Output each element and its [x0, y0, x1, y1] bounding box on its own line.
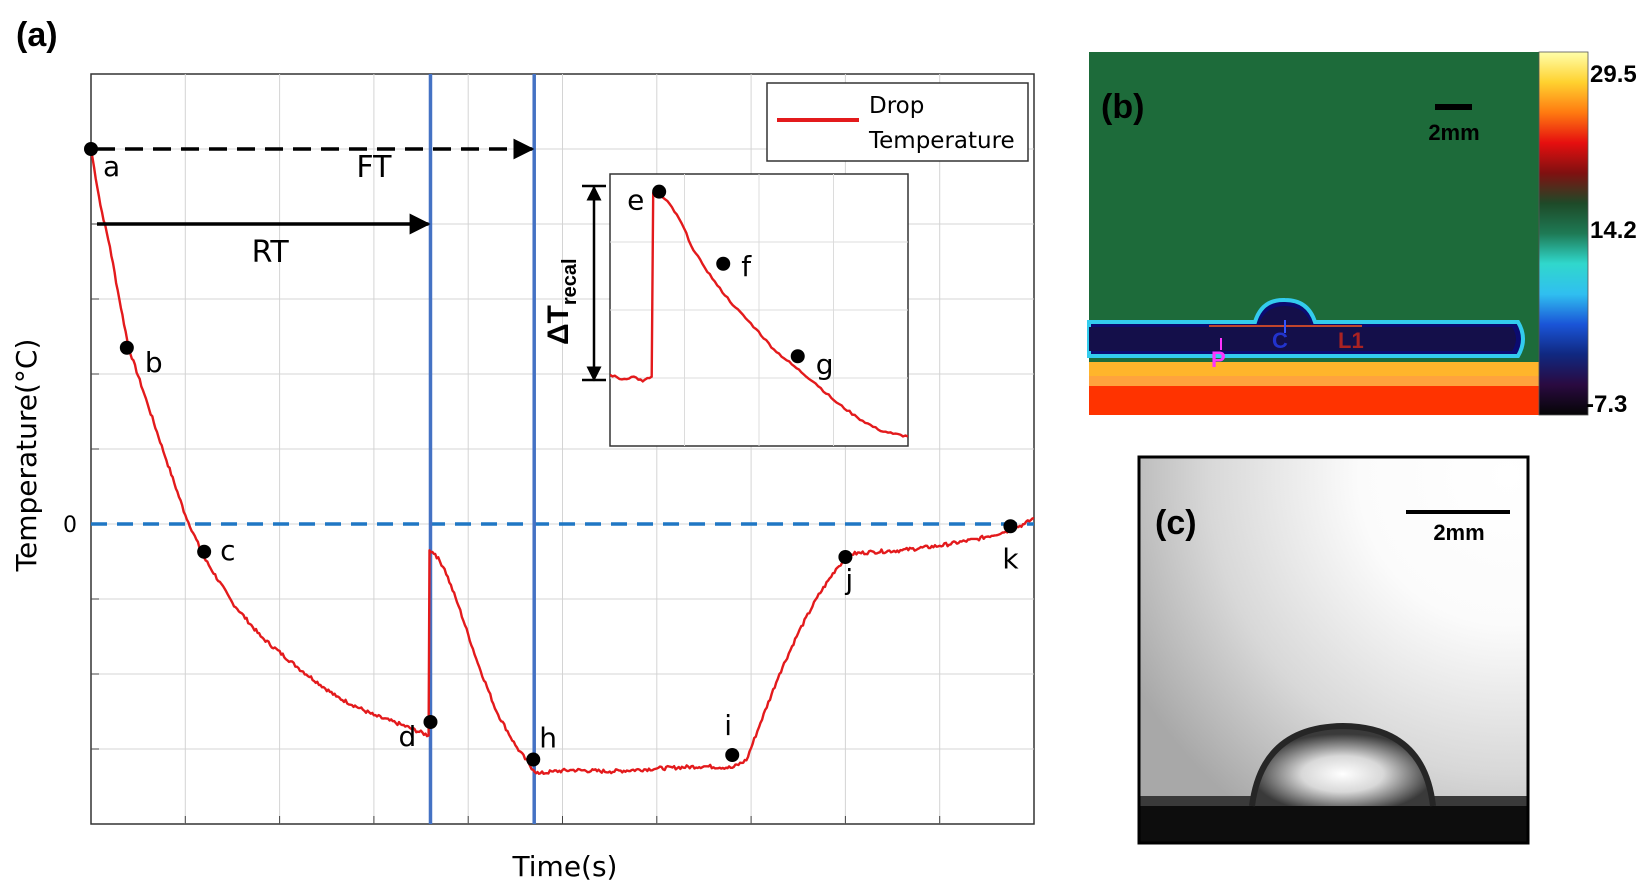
legend: Drop Temperature: [766, 82, 1029, 162]
data-point-d: [423, 715, 438, 729]
colorbar-tick-max: 29.5: [1590, 61, 1637, 88]
delta-t-symbol: ΔT: [542, 305, 575, 345]
inset-point-label-e: e: [627, 184, 644, 217]
delta-t-label: ΔTrecal: [542, 258, 581, 345]
thermal-scale-bar: [1435, 104, 1472, 110]
legend-label-line1: Drop: [869, 93, 924, 119]
annotation-label-ft: FT: [356, 150, 392, 185]
data-point-j: [838, 550, 853, 564]
thermal-image-panel: P C L1 (b) 2mm 29.5 14.2 -7.3: [1087, 51, 1637, 418]
inset-point-e: [652, 184, 667, 199]
thermal-marker-p: P: [1211, 347, 1226, 372]
side-image-droplet: [1252, 726, 1433, 806]
inset-point-label-f: f: [741, 250, 752, 283]
inset-point-label-g: g: [816, 348, 834, 381]
side-image-substrate: [1139, 804, 1528, 843]
side-scale-label: 2mm: [1433, 520, 1484, 545]
series-line: [91, 148, 1034, 775]
data-point-k: [1003, 519, 1018, 534]
colorbar-tick-mid: 14.2: [1590, 217, 1637, 244]
data-point-c: [197, 544, 212, 559]
thermal-substrate-top: [1089, 376, 1539, 386]
data-point-h: [526, 752, 541, 767]
thermal-marker-l1: L1: [1338, 328, 1364, 353]
colorbar-tick-min: -7.3: [1586, 391, 1627, 418]
inset-point-f: [716, 256, 731, 271]
annotation-label-rt: RT: [252, 235, 290, 270]
data-point-i: [725, 748, 740, 762]
data-point-label-c: c: [220, 534, 235, 567]
data-point-label-b: b: [145, 346, 163, 379]
points: a b c d h i j k: [84, 142, 1019, 767]
side-image-frame: [1137, 455, 1530, 845]
y-tick-label: 0: [63, 513, 77, 538]
reference-lines: [91, 74, 1034, 824]
legend-label-line2: Temperature: [868, 128, 1015, 154]
panel-b-label: (b): [1101, 88, 1144, 126]
delta-t-arrow: [582, 184, 606, 382]
side-image-droplet-rim: [1249, 722, 1436, 807]
thermal-cold-band-inner: [1089, 306, 1516, 351]
colorbar: [1538, 51, 1589, 416]
data-point-label-a: a: [103, 150, 120, 183]
inset-point-g: [790, 349, 805, 364]
thermal-marker-c: C: [1272, 328, 1288, 353]
inset-chart: e f g ΔTrecal: [542, 173, 909, 447]
thermal-substrate-glow: [1089, 362, 1539, 376]
inset-points: e f g: [627, 184, 833, 382]
data-point-label-h: h: [539, 722, 557, 755]
annotations: FT RT: [97, 138, 535, 270]
series: [91, 148, 1034, 775]
data-point-label-j: j: [844, 563, 853, 596]
data-point-label-i: i: [724, 709, 732, 742]
panel-a-label: (a): [16, 16, 58, 54]
thermal-scale-label: 2mm: [1428, 120, 1479, 145]
data-point-a: [84, 142, 98, 156]
x-axis-label: Time(s): [512, 850, 618, 883]
data-point-label-k: k: [1002, 542, 1019, 575]
data-point-label-d: d: [398, 720, 416, 753]
delta-t-subscript: recal: [559, 258, 581, 305]
side-view-image-panel: (c) 2mm: [1137, 455, 1530, 845]
y-axis-label: Temperature(°C): [10, 339, 43, 573]
data-point-b: [119, 340, 134, 355]
panel-c-label: (c): [1155, 504, 1197, 542]
